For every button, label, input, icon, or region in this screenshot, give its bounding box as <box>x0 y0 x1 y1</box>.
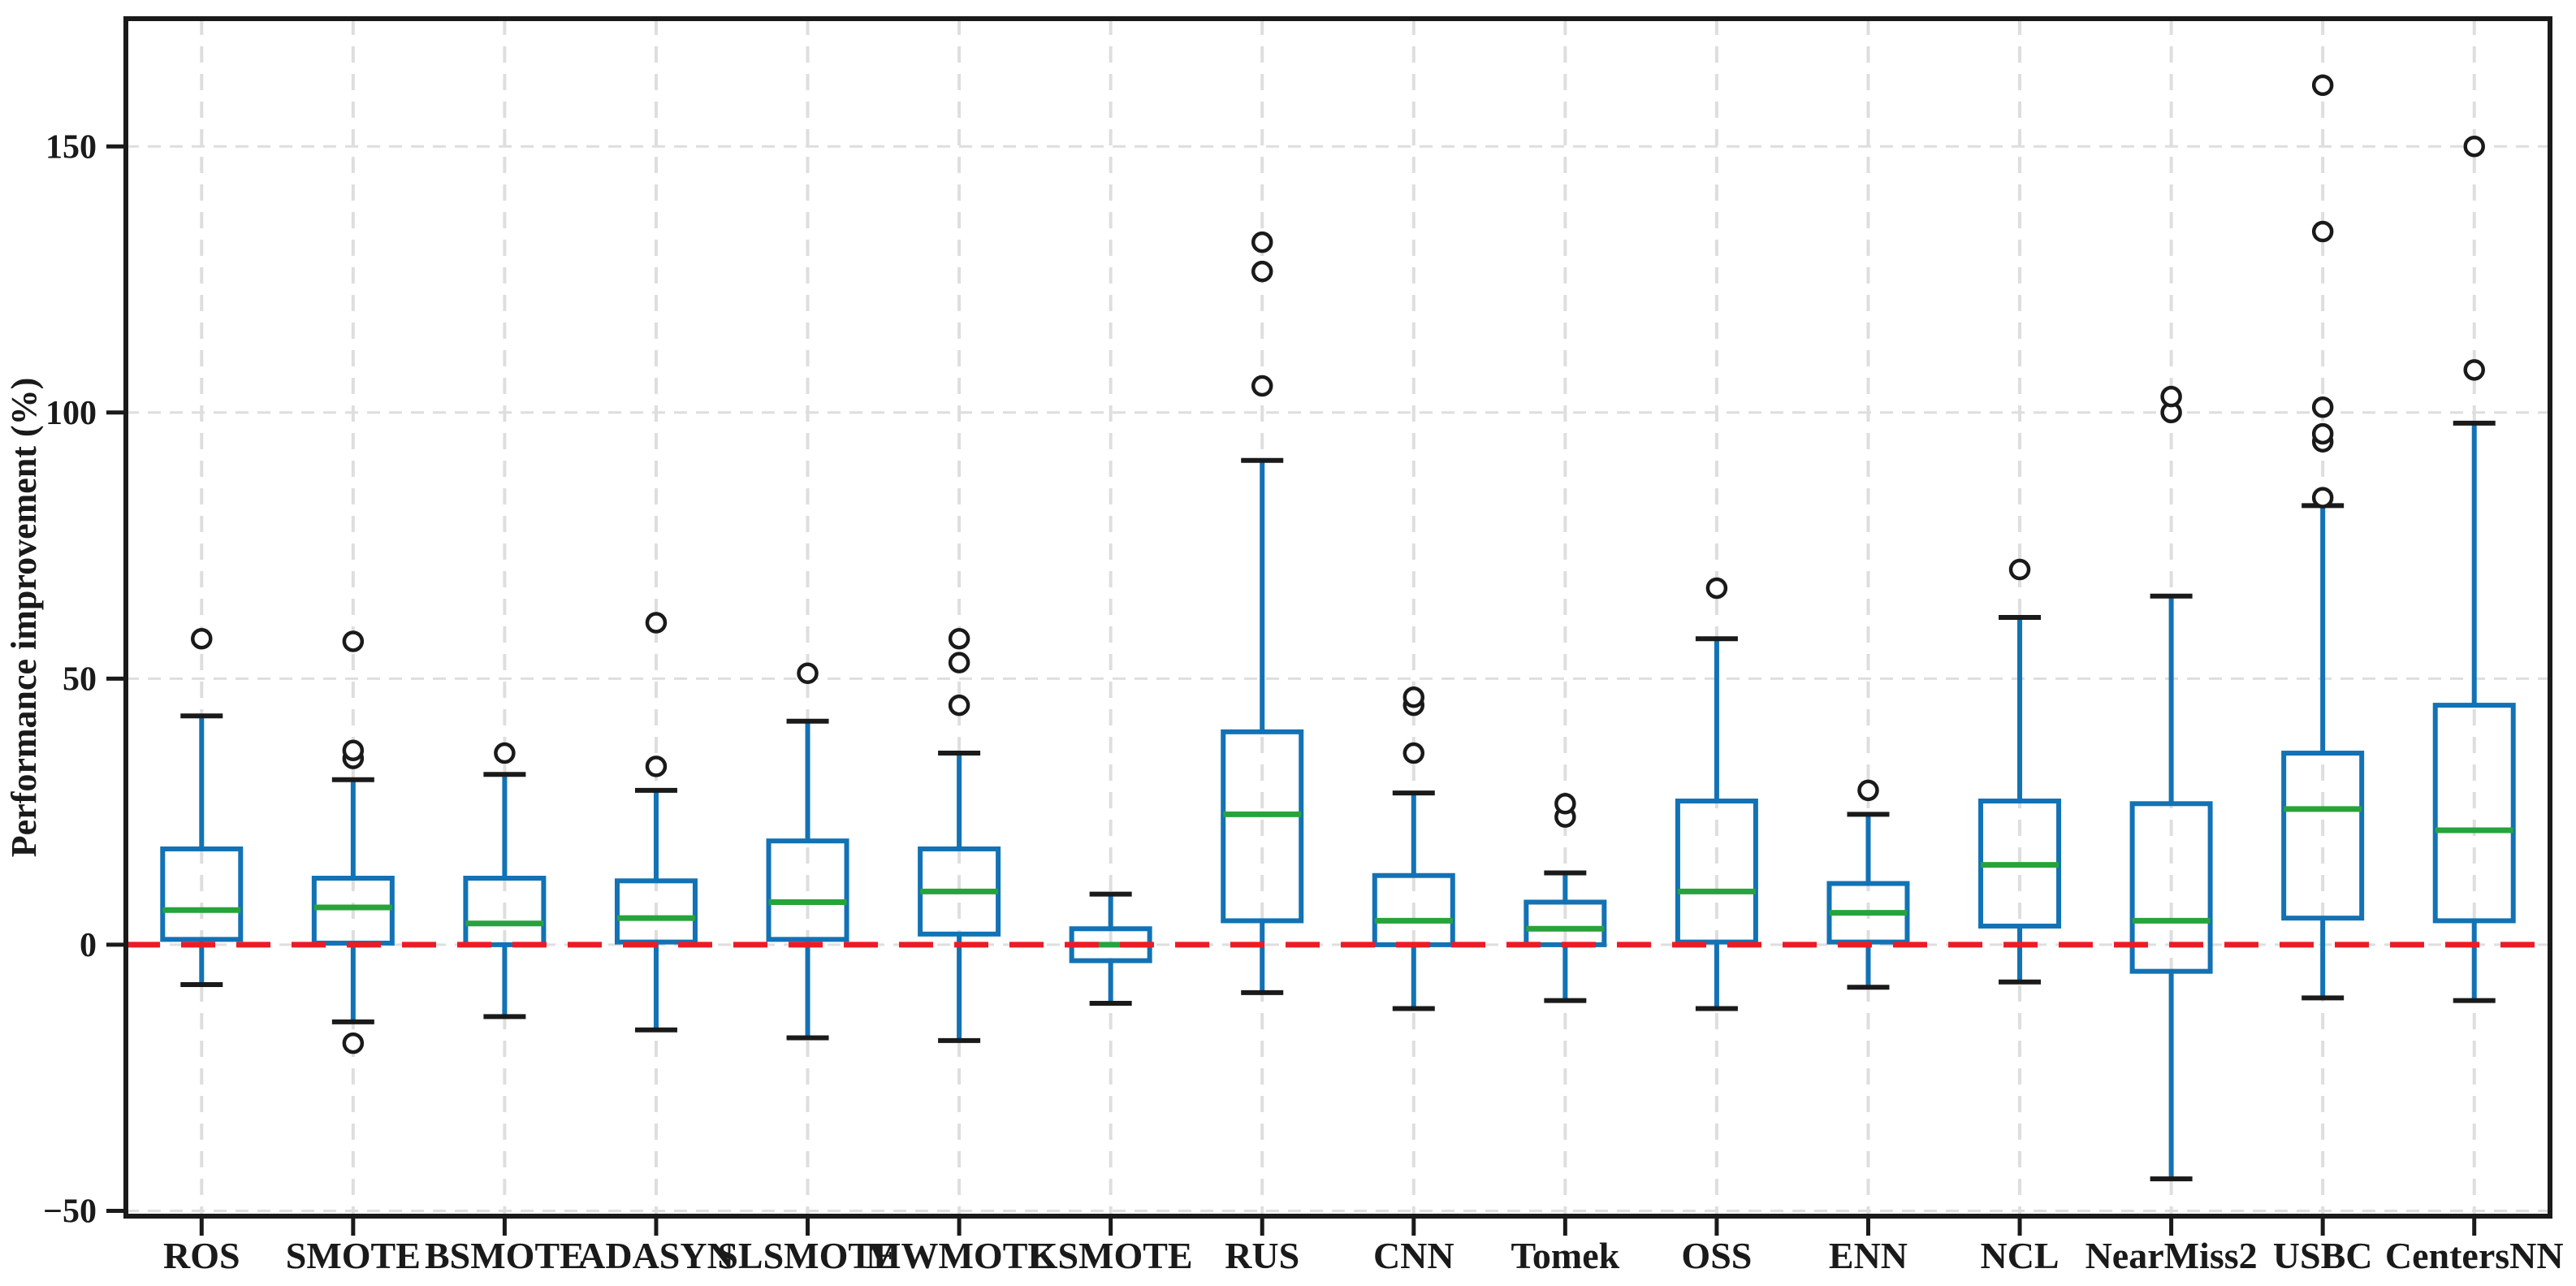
y-tick-label-−50: −50 <box>43 1193 97 1231</box>
x-tick-label-ENN: ENN <box>1829 1235 1908 1276</box>
x-tick-label-ADASYN: ADASYN <box>578 1235 734 1276</box>
flier-CNN-0 <box>1403 742 1425 764</box>
x-tick-label-RUS: RUS <box>1225 1235 1299 1276</box>
y-axis-label: Performance improvement (%) <box>4 378 44 858</box>
flier-USBC-4 <box>2311 220 2334 243</box>
flier-USBC-2 <box>2311 422 2334 445</box>
box-BSMOTE <box>463 876 547 947</box>
x-tick-label-NearMiss2: NearMiss2 <box>2085 1235 2258 1276</box>
x-tick-label-OSS: OSS <box>1681 1235 1752 1276</box>
y-tick-label-0: 0 <box>80 927 97 964</box>
flier-RUS-1 <box>1251 260 1273 283</box>
flier-SLSMOTE-0 <box>797 662 819 685</box>
flier-SMOTE-3 <box>342 630 365 652</box>
x-tick-label-SLSMOTE: SLSMOTE <box>717 1235 897 1276</box>
flier-CentersNN-0 <box>2463 359 2485 381</box>
flier-MWMOTE-1 <box>948 652 970 673</box>
box-USBC <box>2281 751 2365 921</box>
y-tick-label-150: 150 <box>45 129 97 167</box>
box-NearMiss2 <box>2129 801 2213 974</box>
flier-USBC-3 <box>2311 396 2334 418</box>
flier-RUS-0 <box>1251 375 1273 397</box>
flier-RUS-2 <box>1251 231 1273 253</box>
flier-NearMiss2-1 <box>2160 385 2182 408</box>
flier-USBC-5 <box>2311 74 2334 97</box>
x-tick-label-BSMOTE: BSMOTE <box>425 1235 585 1276</box>
x-tick-label-SMOTE: SMOTE <box>286 1235 421 1276</box>
box-SLSMOTE <box>766 838 849 942</box>
box-OSS <box>1675 799 1758 945</box>
plot-border <box>123 16 2552 1219</box>
flier-MWMOTE-0 <box>948 694 970 717</box>
box-CentersNN <box>2432 703 2516 924</box>
flier-SMOTE-2 <box>342 739 365 762</box>
x-tick-label-USBC: USBC <box>2273 1235 2373 1276</box>
flier-SMOTE-0 <box>342 1032 365 1054</box>
x-tick-label-NCL: NCL <box>1980 1235 2059 1276</box>
flier-USBC-0 <box>2311 487 2334 509</box>
flier-ADASYN-1 <box>645 612 668 634</box>
flier-MWMOTE-2 <box>948 627 970 650</box>
flier-Tomek-1 <box>1554 793 1576 815</box>
flier-CentersNN-1 <box>2463 135 2485 158</box>
x-tick-label-CentersNN: CentersNN <box>2385 1235 2564 1276</box>
box-RUS <box>1221 729 1304 924</box>
x-tick-label-MWMOTE: MWMOTE <box>866 1235 1052 1276</box>
flier-NCL-0 <box>2008 558 2031 581</box>
x-tick-label-CNN: CNN <box>1373 1235 1454 1276</box>
x-tick-label-KSMOTE: KSMOTE <box>1029 1235 1193 1276</box>
flier-OSS-0 <box>1705 577 1728 600</box>
y-tick-label-50: 50 <box>63 661 97 699</box>
flier-ROS-0 <box>191 627 213 650</box>
flier-CNN-2 <box>1403 686 1425 708</box>
y-tick-label-100: 100 <box>45 395 97 432</box>
box-ROS <box>160 846 244 942</box>
x-tick-label-ROS: ROS <box>163 1235 240 1276</box>
flier-BSMOTE-0 <box>494 742 516 764</box>
x-tick-label-Tomek: Tomek <box>1511 1235 1619 1276</box>
flier-ADASYN-0 <box>645 756 668 777</box>
flier-ENN-0 <box>1857 779 1879 802</box>
